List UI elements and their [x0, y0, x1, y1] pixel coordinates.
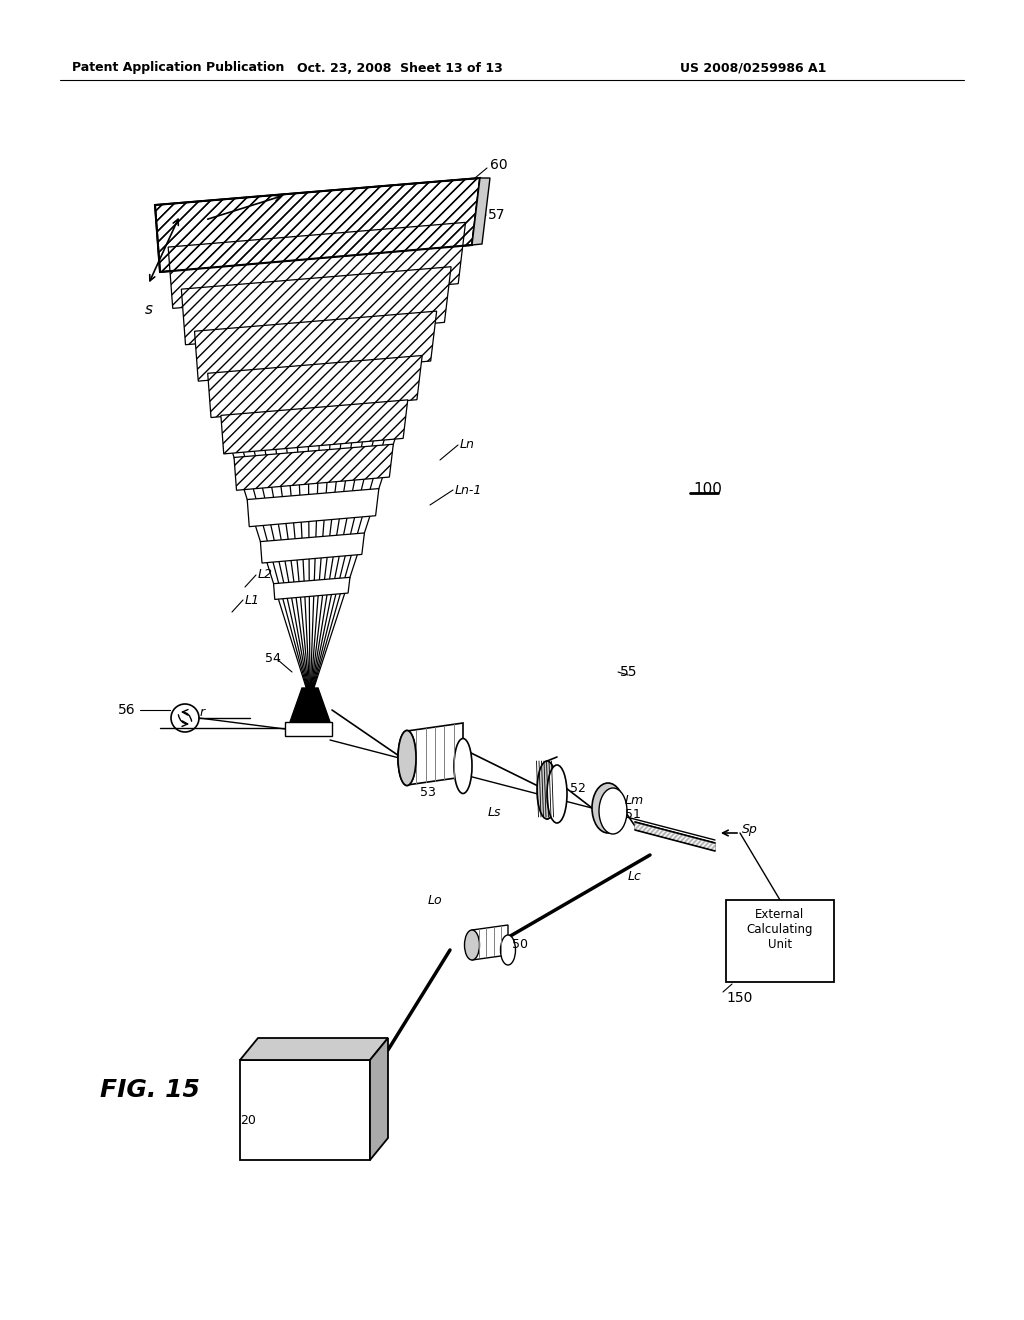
Polygon shape: [472, 178, 490, 246]
Polygon shape: [155, 178, 480, 272]
Text: L2: L2: [258, 569, 273, 582]
Ellipse shape: [398, 730, 416, 785]
Polygon shape: [285, 722, 332, 737]
Text: Lo: Lo: [428, 894, 442, 907]
Polygon shape: [240, 1060, 370, 1160]
Text: 60: 60: [490, 158, 508, 172]
Polygon shape: [290, 688, 330, 722]
Ellipse shape: [537, 762, 557, 818]
Text: r: r: [200, 706, 205, 719]
Polygon shape: [195, 312, 436, 381]
Text: s: s: [145, 302, 153, 318]
Text: Ln: Ln: [460, 438, 475, 451]
Text: 57: 57: [488, 209, 506, 222]
Polygon shape: [208, 355, 422, 417]
Text: Lc: Lc: [628, 870, 642, 883]
Polygon shape: [726, 900, 834, 982]
Text: 150: 150: [726, 991, 753, 1005]
Polygon shape: [273, 577, 350, 599]
Polygon shape: [181, 267, 452, 345]
Text: Oct. 23, 2008  Sheet 13 of 13: Oct. 23, 2008 Sheet 13 of 13: [297, 62, 503, 74]
Text: 53: 53: [420, 787, 436, 800]
Polygon shape: [221, 400, 408, 454]
Text: Patent Application Publication: Patent Application Publication: [72, 62, 285, 74]
Text: 52: 52: [570, 781, 586, 795]
Polygon shape: [260, 533, 365, 564]
Text: Lm: Lm: [625, 793, 644, 807]
Text: 54: 54: [265, 652, 281, 664]
Ellipse shape: [547, 766, 567, 822]
Text: 20: 20: [240, 1114, 256, 1126]
Polygon shape: [240, 1038, 388, 1060]
Text: External
Calculating
Unit: External Calculating Unit: [746, 908, 813, 952]
Polygon shape: [247, 488, 379, 527]
Text: 50: 50: [512, 939, 528, 952]
Text: Ls: Ls: [488, 805, 502, 818]
Ellipse shape: [599, 788, 627, 834]
Text: 100: 100: [693, 483, 722, 498]
Text: 56: 56: [118, 704, 135, 717]
Text: Ln-1: Ln-1: [455, 483, 482, 496]
Text: US 2008/0259986 A1: US 2008/0259986 A1: [680, 62, 826, 74]
Text: FIG. 15: FIG. 15: [100, 1078, 200, 1102]
Text: 55: 55: [620, 665, 638, 678]
Text: Sp: Sp: [742, 824, 758, 837]
Ellipse shape: [465, 931, 479, 960]
Polygon shape: [472, 925, 508, 960]
Ellipse shape: [454, 738, 472, 793]
Polygon shape: [234, 445, 393, 490]
Ellipse shape: [592, 783, 624, 833]
Polygon shape: [370, 1038, 388, 1160]
Polygon shape: [407, 723, 463, 785]
Text: 51: 51: [625, 808, 641, 821]
Polygon shape: [168, 222, 466, 309]
Ellipse shape: [501, 935, 515, 965]
Ellipse shape: [398, 730, 416, 785]
Text: L1: L1: [245, 594, 260, 606]
